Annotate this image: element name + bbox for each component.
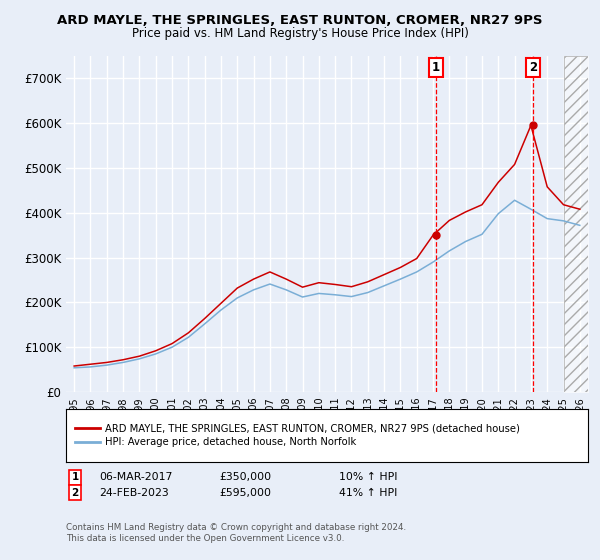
Text: 41% ↑ HPI: 41% ↑ HPI bbox=[339, 488, 397, 498]
Text: 1: 1 bbox=[71, 472, 79, 482]
Text: 10% ↑ HPI: 10% ↑ HPI bbox=[339, 472, 397, 482]
Text: £350,000: £350,000 bbox=[219, 472, 271, 482]
Text: 2: 2 bbox=[71, 488, 79, 498]
Legend: ARD MAYLE, THE SPRINGLES, EAST RUNTON, CROMER, NR27 9PS (detached house), HPI: A: ARD MAYLE, THE SPRINGLES, EAST RUNTON, C… bbox=[71, 419, 524, 451]
Text: Contains HM Land Registry data © Crown copyright and database right 2024.: Contains HM Land Registry data © Crown c… bbox=[66, 523, 406, 532]
Text: 1: 1 bbox=[432, 60, 440, 74]
Text: 24-FEB-2023: 24-FEB-2023 bbox=[99, 488, 169, 498]
Text: 2: 2 bbox=[529, 60, 537, 74]
Text: £595,000: £595,000 bbox=[219, 488, 271, 498]
Text: ARD MAYLE, THE SPRINGLES, EAST RUNTON, CROMER, NR27 9PS: ARD MAYLE, THE SPRINGLES, EAST RUNTON, C… bbox=[57, 14, 543, 27]
Text: This data is licensed under the Open Government Licence v3.0.: This data is licensed under the Open Gov… bbox=[66, 534, 344, 543]
Text: 06-MAR-2017: 06-MAR-2017 bbox=[99, 472, 172, 482]
Text: Price paid vs. HM Land Registry's House Price Index (HPI): Price paid vs. HM Land Registry's House … bbox=[131, 27, 469, 40]
